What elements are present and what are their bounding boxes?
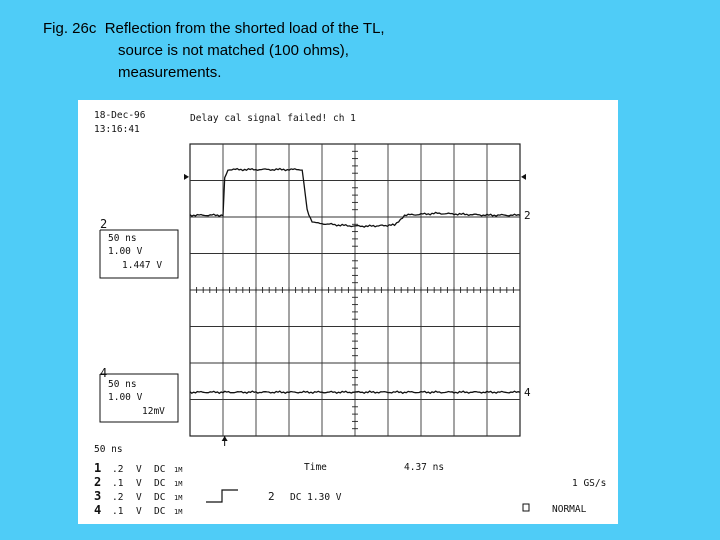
channel-number: 2 <box>94 475 101 489</box>
ch2-reading: 1.447 V <box>122 260 162 271</box>
ch2-level-label: 2 <box>524 209 531 222</box>
channel-impedance: 1M <box>174 494 182 502</box>
scope-status: Delay cal signal failed! ch 1 <box>190 113 356 124</box>
channel-impedance: 1M <box>174 480 182 488</box>
ch2-info-box: 50 ns 1.00 V 1.447 V <box>99 229 179 279</box>
trace-ch2 <box>189 167 521 228</box>
oscilloscope-screen: 18-Dec-96 13:16:41 Delay cal signal fail… <box>78 100 618 524</box>
caption-line-2: source is not matched (100 ohms), <box>118 42 349 59</box>
channel-scale: .2 <box>112 464 123 475</box>
channel-row: 2 .1 V DC 1M <box>94 475 182 489</box>
ch2-marker: 2 <box>100 217 107 231</box>
time-label: Time <box>304 462 327 473</box>
ch2-volts: 1.00 V <box>108 246 143 257</box>
oscilloscope-svg: 18-Dec-96 13:16:41 Delay cal signal fail… <box>94 110 606 517</box>
trigger-channel: 2 <box>268 490 275 503</box>
channel-scale: .1 <box>112 506 124 517</box>
channel-unit: V <box>136 492 142 503</box>
channel-settings: 1 .2 V DC 1M 2 .1 V DC 1M 3 .2 V DC 1M 4 .1 V DC 1M <box>94 461 182 517</box>
channel-scale: .2 <box>112 492 123 503</box>
trigger-edge-icon <box>206 489 238 503</box>
trigger-info: DC 1.30 V <box>290 492 342 503</box>
channel-unit: V <box>136 464 142 475</box>
channel-unit: V <box>136 506 142 517</box>
left-arrow-icon <box>184 173 189 180</box>
trace-ch4 <box>189 390 521 395</box>
bottom-timebase: 50 ns <box>94 444 123 455</box>
channel-coupling: DC <box>154 464 165 475</box>
scope-date: 18-Dec-96 <box>94 110 146 121</box>
channel-number: 1 <box>94 461 101 475</box>
channel-row: 3 .2 V DC 1M <box>94 489 182 503</box>
right-arrow-icon <box>521 173 526 180</box>
channel-row: 1 .2 V DC 1M <box>94 461 182 475</box>
channel-coupling: DC <box>154 506 165 517</box>
ch4-reading: 12mV <box>142 406 165 417</box>
caption-line-3: measurements. <box>118 64 222 81</box>
channel-unit: V <box>136 478 142 489</box>
ch4-level-label: 4 <box>524 386 531 399</box>
channel-number: 4 <box>94 503 101 517</box>
trigger-arrow-head <box>221 436 228 441</box>
channel-impedance: 1M <box>174 508 182 516</box>
channel-coupling: DC <box>154 492 165 503</box>
channel-impedance: 1M <box>174 466 182 474</box>
trigger-arrow-icon <box>221 436 228 446</box>
channel-number: 3 <box>94 489 101 503</box>
channel-coupling: DC <box>154 478 165 489</box>
channel-scale: .1 <box>112 478 124 489</box>
ch4-info-box: 50 ns 1.00 V 12mV <box>99 373 179 423</box>
caption-line-1: Fig. 26c Reflection from the shorted loa… <box>43 20 385 37</box>
sample-rate: 1 GS/s <box>572 478 606 489</box>
mode-icon <box>522 503 530 512</box>
ch2-timebase: 50 ns <box>108 233 137 244</box>
figure-caption: Fig. 26c Reflection from the shorted loa… <box>43 18 385 84</box>
ch4-timebase: 50 ns <box>108 379 137 390</box>
ch4-volts: 1.00 V <box>108 392 143 403</box>
time-value: 4.37 ns <box>404 462 444 473</box>
channel-row: 4 .1 V DC 1M <box>94 503 182 517</box>
mode-label: NORMAL <box>552 504 587 515</box>
ch4-marker: 4 <box>100 366 107 380</box>
scope-time: 13:16:41 <box>94 124 140 135</box>
